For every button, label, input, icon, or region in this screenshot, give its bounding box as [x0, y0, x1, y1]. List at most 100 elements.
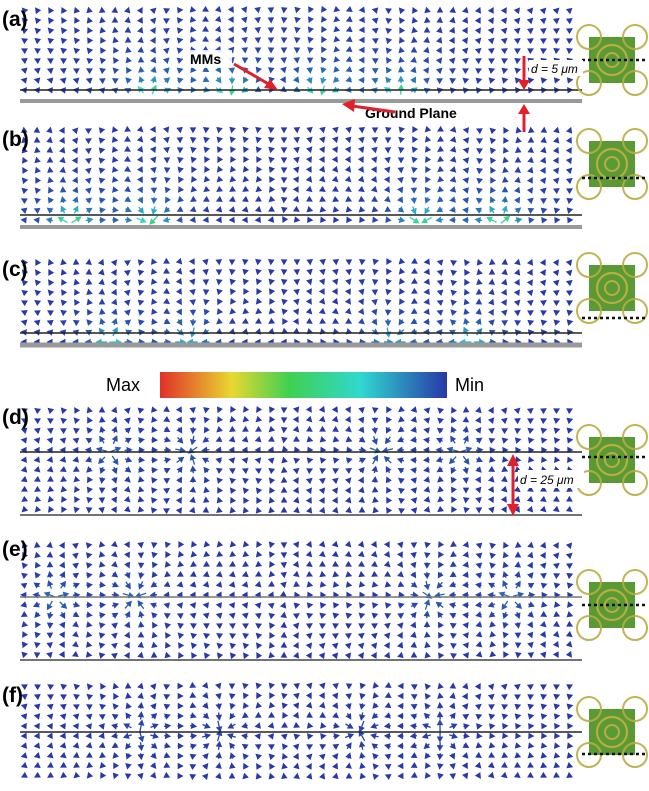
- gap-label: d = 25 μm: [520, 473, 574, 487]
- field-arrow: [566, 319, 574, 326]
- field-arrow: [371, 146, 378, 154]
- field-arrow: [138, 456, 146, 464]
- field-arrow: [514, 713, 522, 720]
- field-arrow: [241, 436, 249, 443]
- field-arrow: [383, 176, 390, 184]
- field-arrow: [280, 157, 288, 164]
- field-arrow: [475, 542, 483, 549]
- field-arrow: [20, 126, 28, 133]
- field-arrow: [137, 309, 145, 316]
- field-arrow: [280, 506, 288, 513]
- field-arrow: [449, 723, 458, 730]
- field-arrow: [20, 456, 27, 464]
- field-arrow: [514, 571, 521, 578]
- field-arrow: [345, 136, 352, 144]
- field-arrow: [308, 6, 315, 14]
- field-arrow: [242, 652, 250, 660]
- field-arrow: [122, 732, 133, 739]
- field-arrow: [437, 155, 444, 163]
- field-arrow: [488, 258, 496, 265]
- field-arrow: [397, 762, 404, 770]
- field-arrow: [527, 572, 534, 579]
- field-arrow: [86, 683, 94, 691]
- field-arrow: [48, 269, 55, 276]
- field-arrow: [72, 465, 80, 472]
- field-arrow: [229, 268, 236, 276]
- field-arrow: [359, 762, 366, 770]
- field-arrow: [540, 651, 547, 659]
- ring: [623, 175, 647, 199]
- field-arrow: [305, 692, 312, 700]
- field-arrow: [319, 612, 327, 619]
- field-arrow: [47, 684, 55, 691]
- field-arrow: [332, 682, 339, 690]
- field-arrow: [489, 186, 496, 194]
- field-arrow: [254, 468, 262, 475]
- ring: [623, 697, 647, 721]
- field-arrow: [346, 591, 353, 599]
- field-arrow: [501, 761, 508, 768]
- field-arrow: [113, 46, 120, 54]
- field-arrow: [552, 17, 560, 25]
- field-arrow: [255, 195, 262, 202]
- field-arrow: [319, 268, 326, 276]
- field-arrow: [189, 496, 196, 504]
- field-arrow: [190, 195, 197, 202]
- field-arrow: [437, 692, 444, 699]
- field-arrow: [204, 166, 211, 173]
- field-arrow: [47, 186, 54, 194]
- field-arrow: [566, 713, 574, 720]
- field-arrow: [318, 652, 326, 660]
- field-arrow: [383, 651, 391, 659]
- field-arrow: [241, 581, 249, 588]
- field-arrow: [280, 17, 288, 24]
- field-arrow: [305, 550, 313, 558]
- field-arrow: [255, 57, 262, 64]
- field-arrow: [423, 26, 431, 33]
- field-arrow: [21, 771, 28, 778]
- field-arrow: [476, 732, 483, 740]
- field-arrow: [307, 46, 314, 54]
- field-arrow: [331, 297, 339, 305]
- field-arrow: [306, 136, 313, 144]
- field-arrow: [306, 195, 313, 202]
- field-arrow: [73, 475, 81, 483]
- field-arrow: [540, 582, 548, 589]
- field-arrow: [59, 166, 66, 174]
- field-arrow: [501, 258, 509, 265]
- field-arrow: [540, 418, 548, 425]
- field-arrow: [540, 752, 548, 759]
- field-arrow: [331, 642, 339, 650]
- field-arrow: [189, 309, 197, 316]
- field-arrow: [344, 486, 351, 494]
- field-arrow: [228, 259, 236, 266]
- field-arrow: [526, 7, 534, 15]
- field-arrow: [177, 77, 184, 84]
- field-arrow: [59, 732, 66, 740]
- field-arrow: [423, 36, 430, 43]
- field-arrow: [306, 457, 314, 464]
- field-arrow: [424, 541, 431, 549]
- field-arrow: [175, 288, 182, 295]
- field-arrow: [188, 258, 195, 265]
- field-arrow: [85, 128, 92, 135]
- ring: [577, 570, 601, 594]
- field-arrow: [280, 259, 288, 266]
- field-arrow: [397, 176, 404, 184]
- field-arrow: [514, 601, 522, 610]
- field-arrow: [151, 571, 158, 579]
- field-arrow: [475, 552, 483, 559]
- field-arrow: [99, 317, 106, 326]
- field-arrow: [20, 703, 28, 710]
- field-arrow: [513, 407, 521, 415]
- field-arrow: [124, 319, 132, 326]
- field-arrow: [461, 57, 469, 65]
- field-arrow: [526, 176, 533, 184]
- field-arrow: [73, 582, 80, 589]
- field-arrow: [319, 468, 327, 475]
- field-arrow: [462, 167, 470, 174]
- field-arrow: [99, 601, 106, 609]
- field-arrow: [100, 47, 107, 54]
- field-arrow: [358, 720, 365, 733]
- field-arrow: [410, 611, 417, 619]
